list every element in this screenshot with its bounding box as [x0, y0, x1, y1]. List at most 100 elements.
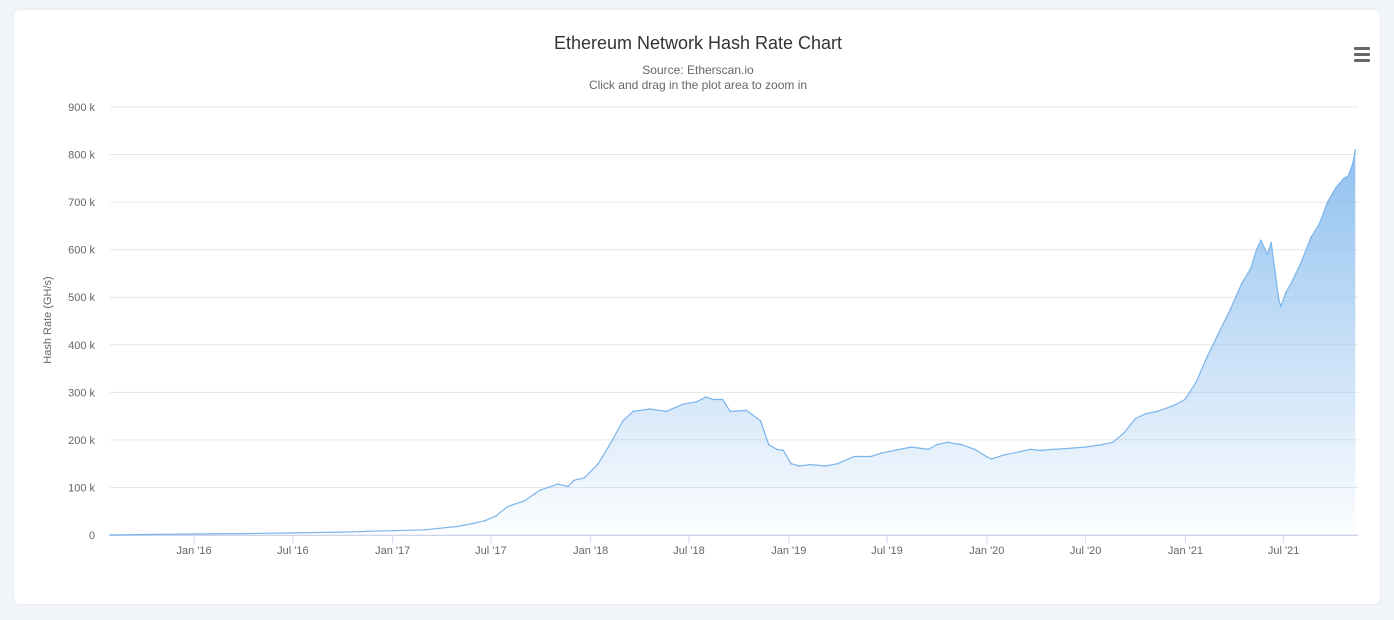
- chart-subtitle-source: Source: Etherscan.io: [642, 63, 754, 77]
- data-point-41: [798, 465, 800, 467]
- data-point-10: [457, 525, 459, 528]
- data-point-84: [1280, 305, 1282, 308]
- data-point-30: [695, 401, 698, 403]
- data-point-3: [242, 532, 245, 535]
- data-point-88: [1310, 237, 1312, 239]
- plot-area[interactable]: [109, 149, 1357, 536]
- data-point-22: [583, 477, 585, 479]
- data-point-5: [342, 531, 344, 533]
- data-point-43: [824, 465, 827, 467]
- data-point-60: [1040, 449, 1042, 452]
- data-point-13: [495, 515, 497, 517]
- data-point-76: [1241, 282, 1243, 284]
- x-tick-label-2: Jan '17: [375, 545, 410, 557]
- data-point-8: [391, 529, 394, 532]
- x-tick-label-8: Jan '20: [969, 545, 1004, 557]
- x-tick-label-7: Jul '19: [871, 545, 902, 557]
- x-tick-label-3: Jul '17: [475, 545, 506, 557]
- data-point-28: [665, 410, 667, 413]
- data-point-61: [1051, 448, 1054, 451]
- data-point-18: [547, 486, 550, 489]
- data-point-81: [1270, 241, 1272, 244]
- y-axis-title: Hash Rate (GH/s): [42, 276, 54, 363]
- data-point-49: [910, 446, 913, 448]
- data-point-82: [1274, 270, 1276, 272]
- data-point-19: [556, 483, 559, 485]
- data-point-74: [1216, 334, 1219, 337]
- data-point-7: [369, 530, 371, 532]
- data-point-33: [721, 398, 724, 401]
- data-point-93: [1347, 175, 1349, 177]
- hamburger-menu-icon[interactable]: [1350, 46, 1376, 64]
- data-point-23: [597, 462, 600, 465]
- data-point-21: [573, 479, 575, 482]
- y-tick-label-3: 300 k: [68, 387, 95, 399]
- data-point-15: [523, 500, 526, 502]
- data-point-55: [985, 455, 988, 458]
- data-point-48: [893, 449, 896, 452]
- x-tick-label-4: Jan '18: [573, 545, 608, 557]
- y-tick-label-6: 600 k: [68, 245, 95, 257]
- data-point-31: [705, 396, 707, 398]
- data-point-89: [1318, 222, 1321, 225]
- data-point-38: [776, 448, 778, 451]
- data-point-9: [423, 529, 426, 531]
- data-point-14: [506, 505, 509, 508]
- data-point-90: [1326, 201, 1329, 203]
- data-point-63: [1084, 446, 1087, 448]
- data-point-57: [1002, 454, 1005, 456]
- data-point-4: [292, 532, 294, 534]
- x-tick-label-9: Jul '20: [1070, 545, 1101, 557]
- data-point-42: [809, 463, 812, 466]
- data-point-67: [1134, 417, 1137, 420]
- data-point-79: [1260, 239, 1262, 241]
- data-point-47: [880, 452, 882, 455]
- y-tick-label-5: 500 k: [68, 292, 95, 304]
- data-point-0: [109, 534, 111, 536]
- data-point-37: [767, 443, 770, 446]
- data-point-65: [1111, 441, 1114, 444]
- x-tick-label-6: Jan '19: [771, 545, 806, 557]
- data-point-91: [1335, 187, 1337, 189]
- data-point-46: [869, 455, 872, 458]
- data-point-95: [1354, 149, 1357, 151]
- data-point-58: [1018, 451, 1021, 453]
- y-tick-label-4: 400 k: [68, 340, 95, 352]
- x-tick-label-11: Jul '21: [1268, 545, 1299, 557]
- x-tick-label-10: Jan '21: [1168, 545, 1203, 557]
- x-tick-label-1: Jul '16: [277, 545, 308, 557]
- data-point-39: [782, 449, 785, 452]
- data-point-80: [1266, 253, 1269, 256]
- data-point-44: [836, 462, 839, 465]
- y-tick-label-9: 900 k: [68, 102, 95, 114]
- x-tick-label-0: Jan '16: [177, 545, 212, 557]
- data-point-34: [729, 410, 731, 413]
- data-point-24: [611, 439, 614, 441]
- data-point-77: [1249, 267, 1252, 270]
- data-point-53: [960, 443, 963, 446]
- data-point-87: [1299, 263, 1302, 265]
- data-point-56: [990, 458, 993, 460]
- data-point-29: [682, 403, 684, 406]
- data-point-36: [759, 420, 762, 422]
- series-line: [109, 149, 1356, 536]
- data-point-54: [974, 448, 976, 451]
- data-point-94: [1351, 163, 1354, 165]
- data-point-71: [1184, 398, 1186, 401]
- data-point-51: [936, 443, 938, 446]
- data-point-66: [1123, 432, 1125, 434]
- data-point-73: [1206, 355, 1208, 358]
- data-point-27: [649, 408, 651, 410]
- y-tick-label-7: 700 k: [68, 197, 95, 209]
- data-point-85: [1285, 291, 1287, 294]
- data-point-32: [712, 398, 715, 401]
- data-point-16: [534, 492, 536, 495]
- data-point-59: [1028, 448, 1031, 451]
- data-point-12: [484, 519, 486, 522]
- data-point-45: [853, 455, 855, 458]
- chart-title: Ethereum Network Hash Rate Chart: [554, 33, 842, 53]
- data-point-70: [1172, 404, 1175, 407]
- data-point-6: [358, 530, 361, 533]
- y-tick-label-1: 100 k: [68, 482, 95, 494]
